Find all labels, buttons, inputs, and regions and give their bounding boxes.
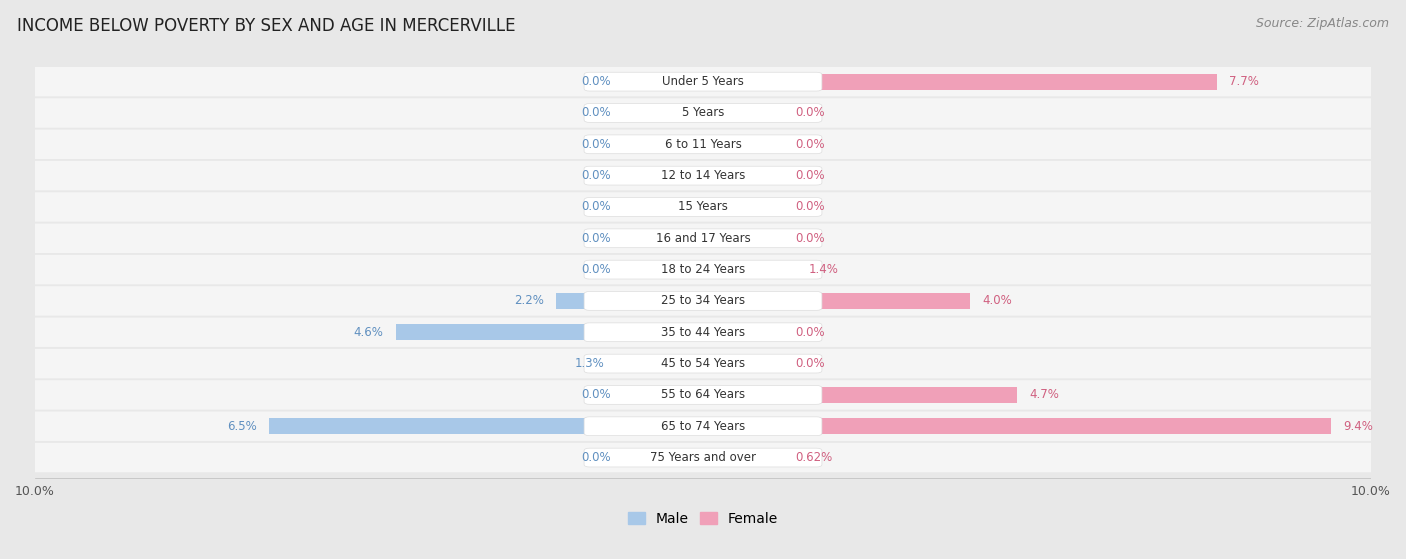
Bar bbox=[703, 356, 783, 372]
Text: 18 to 24 Years: 18 to 24 Years bbox=[661, 263, 745, 276]
Legend: Male, Female: Male, Female bbox=[623, 506, 783, 532]
FancyBboxPatch shape bbox=[583, 229, 823, 248]
Text: 16 and 17 Years: 16 and 17 Years bbox=[655, 232, 751, 245]
Bar bbox=[623, 105, 703, 121]
Bar bbox=[703, 387, 1017, 403]
Text: INCOME BELOW POVERTY BY SEX AND AGE IN MERCERVILLE: INCOME BELOW POVERTY BY SEX AND AGE IN M… bbox=[17, 17, 516, 35]
Bar bbox=[623, 449, 703, 466]
Text: 35 to 44 Years: 35 to 44 Years bbox=[661, 326, 745, 339]
FancyBboxPatch shape bbox=[583, 448, 823, 467]
Text: 25 to 34 Years: 25 to 34 Years bbox=[661, 295, 745, 307]
Bar bbox=[703, 136, 783, 153]
FancyBboxPatch shape bbox=[583, 386, 823, 404]
FancyBboxPatch shape bbox=[35, 380, 1371, 410]
Bar bbox=[623, 230, 703, 247]
FancyBboxPatch shape bbox=[35, 255, 1371, 285]
FancyBboxPatch shape bbox=[35, 443, 1371, 472]
Text: 12 to 14 Years: 12 to 14 Years bbox=[661, 169, 745, 182]
FancyBboxPatch shape bbox=[583, 166, 823, 185]
FancyBboxPatch shape bbox=[35, 349, 1371, 378]
Text: 2.2%: 2.2% bbox=[515, 295, 544, 307]
Bar bbox=[623, 199, 703, 215]
Text: 1.4%: 1.4% bbox=[808, 263, 838, 276]
Bar bbox=[555, 293, 703, 309]
Bar bbox=[703, 168, 783, 184]
Text: 55 to 64 Years: 55 to 64 Years bbox=[661, 389, 745, 401]
FancyBboxPatch shape bbox=[35, 130, 1371, 159]
Bar bbox=[623, 136, 703, 153]
Text: 0.0%: 0.0% bbox=[796, 326, 825, 339]
Text: Source: ZipAtlas.com: Source: ZipAtlas.com bbox=[1256, 17, 1389, 30]
Text: 1.3%: 1.3% bbox=[575, 357, 605, 370]
Text: 0.0%: 0.0% bbox=[581, 232, 610, 245]
Text: 0.0%: 0.0% bbox=[796, 232, 825, 245]
Bar bbox=[623, 73, 703, 90]
FancyBboxPatch shape bbox=[583, 323, 823, 342]
Text: 45 to 54 Years: 45 to 54 Years bbox=[661, 357, 745, 370]
Text: 0.0%: 0.0% bbox=[796, 106, 825, 120]
Text: 0.0%: 0.0% bbox=[581, 106, 610, 120]
Text: 0.0%: 0.0% bbox=[581, 169, 610, 182]
FancyBboxPatch shape bbox=[583, 103, 823, 122]
Text: 0.0%: 0.0% bbox=[796, 357, 825, 370]
FancyBboxPatch shape bbox=[583, 292, 823, 310]
FancyBboxPatch shape bbox=[35, 224, 1371, 253]
FancyBboxPatch shape bbox=[583, 135, 823, 154]
Bar bbox=[703, 324, 783, 340]
Text: 6.5%: 6.5% bbox=[226, 420, 257, 433]
Text: 75 Years and over: 75 Years and over bbox=[650, 451, 756, 464]
Text: 0.0%: 0.0% bbox=[581, 138, 610, 151]
Text: Under 5 Years: Under 5 Years bbox=[662, 75, 744, 88]
FancyBboxPatch shape bbox=[35, 98, 1371, 127]
Bar bbox=[703, 73, 1218, 90]
Bar bbox=[616, 356, 703, 372]
Bar bbox=[269, 418, 703, 434]
Bar bbox=[703, 105, 783, 121]
FancyBboxPatch shape bbox=[35, 192, 1371, 222]
Text: 0.62%: 0.62% bbox=[796, 451, 832, 464]
Text: 4.0%: 4.0% bbox=[983, 295, 1012, 307]
Text: 0.0%: 0.0% bbox=[581, 75, 610, 88]
Text: 7.7%: 7.7% bbox=[1229, 75, 1260, 88]
FancyBboxPatch shape bbox=[583, 260, 823, 279]
Text: 0.0%: 0.0% bbox=[796, 169, 825, 182]
Text: 0.0%: 0.0% bbox=[581, 263, 610, 276]
Text: 4.6%: 4.6% bbox=[354, 326, 384, 339]
FancyBboxPatch shape bbox=[583, 72, 823, 91]
FancyBboxPatch shape bbox=[583, 417, 823, 435]
Text: 65 to 74 Years: 65 to 74 Years bbox=[661, 420, 745, 433]
FancyBboxPatch shape bbox=[35, 411, 1371, 441]
Bar bbox=[703, 418, 1331, 434]
Bar bbox=[703, 230, 783, 247]
Text: 5 Years: 5 Years bbox=[682, 106, 724, 120]
FancyBboxPatch shape bbox=[35, 286, 1371, 316]
Text: 0.0%: 0.0% bbox=[796, 138, 825, 151]
Bar bbox=[703, 293, 970, 309]
Text: 15 Years: 15 Years bbox=[678, 201, 728, 214]
Text: 0.0%: 0.0% bbox=[581, 451, 610, 464]
Text: 0.0%: 0.0% bbox=[796, 201, 825, 214]
FancyBboxPatch shape bbox=[583, 354, 823, 373]
Text: 4.7%: 4.7% bbox=[1029, 389, 1059, 401]
Bar bbox=[623, 262, 703, 278]
Bar bbox=[623, 168, 703, 184]
Text: 0.0%: 0.0% bbox=[581, 201, 610, 214]
FancyBboxPatch shape bbox=[583, 197, 823, 216]
Bar bbox=[703, 449, 783, 466]
FancyBboxPatch shape bbox=[35, 318, 1371, 347]
FancyBboxPatch shape bbox=[35, 67, 1371, 96]
Bar bbox=[703, 199, 783, 215]
Bar bbox=[623, 387, 703, 403]
Text: 6 to 11 Years: 6 to 11 Years bbox=[665, 138, 741, 151]
Bar bbox=[395, 324, 703, 340]
FancyBboxPatch shape bbox=[35, 161, 1371, 191]
Bar bbox=[703, 262, 797, 278]
Text: 0.0%: 0.0% bbox=[581, 389, 610, 401]
Text: 9.4%: 9.4% bbox=[1343, 420, 1372, 433]
